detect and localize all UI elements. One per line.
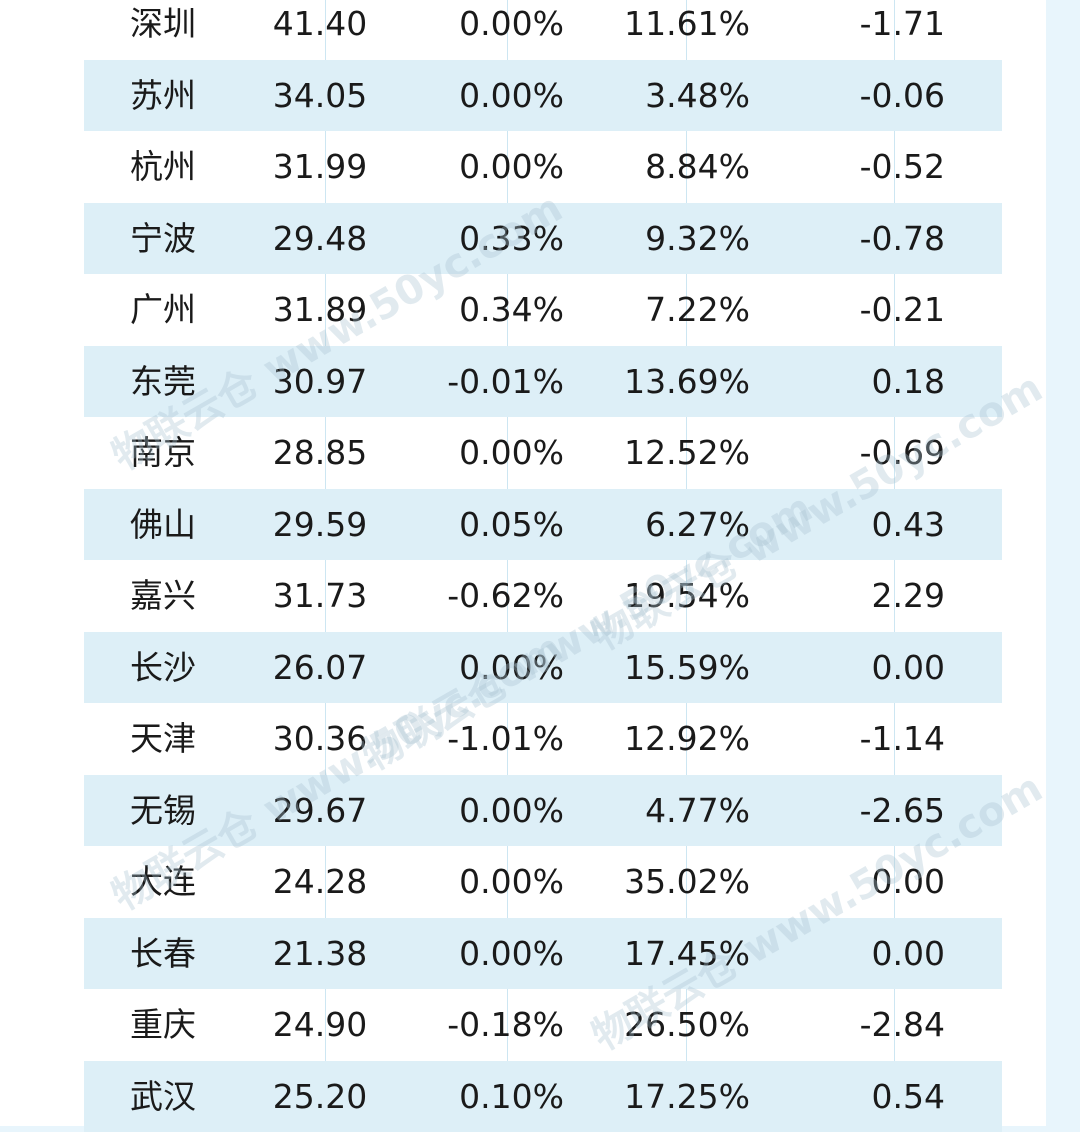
delta-cell: -0.78	[784, 203, 945, 275]
delta-cell: -0.69	[784, 417, 945, 489]
city-cell: 大连	[130, 846, 240, 918]
city-cell: 长春	[130, 918, 240, 990]
delta-cell: -0.21	[784, 274, 945, 346]
delta-cell: 0.00	[784, 918, 945, 990]
change-cell: 0.00%	[384, 417, 564, 489]
change-cell: 0.05%	[384, 489, 564, 561]
city-cell: 武汉	[130, 1061, 240, 1132]
value-cell: 34.05	[240, 60, 400, 132]
value-cell: 25.20	[240, 1061, 400, 1132]
delta-cell: 2.29	[784, 560, 945, 632]
delta-cell: 0.54	[784, 1061, 945, 1132]
delta-cell: 0.43	[784, 489, 945, 561]
city-cell: 苏州	[130, 60, 240, 132]
delta-cell: -1.14	[784, 703, 945, 775]
value-cell: 41.40	[240, 0, 400, 60]
city-cell: 无锡	[130, 775, 240, 847]
value-cell: 31.89	[240, 274, 400, 346]
change-cell: -0.62%	[384, 560, 564, 632]
city-cell: 东莞	[130, 346, 240, 418]
value-cell: 28.85	[240, 417, 400, 489]
delta-cell: -0.06	[784, 60, 945, 132]
value-cell: 21.38	[240, 918, 400, 990]
value-cell: 29.67	[240, 775, 400, 847]
value-cell: 24.28	[240, 846, 400, 918]
value-cell: 31.73	[240, 560, 400, 632]
city-cell: 宁波	[130, 203, 240, 275]
vacancy-cell: 12.52%	[564, 417, 750, 489]
value-cell: 30.36	[240, 703, 400, 775]
vacancy-cell: 12.92%	[564, 703, 750, 775]
city-cell: 广州	[130, 274, 240, 346]
delta-cell: -0.52	[784, 131, 945, 203]
change-cell: 0.00%	[384, 632, 564, 704]
change-cell: 0.00%	[384, 918, 564, 990]
vacancy-cell: 15.59%	[564, 632, 750, 704]
delta-cell: 0.18	[784, 346, 945, 418]
change-cell: 0.00%	[384, 0, 564, 60]
vacancy-cell: 4.77%	[564, 775, 750, 847]
city-cell: 重庆	[130, 989, 240, 1061]
vacancy-cell: 7.22%	[564, 274, 750, 346]
vacancy-cell: 11.61%	[564, 0, 750, 60]
value-cell: 31.99	[240, 131, 400, 203]
vacancy-cell: 35.02%	[564, 846, 750, 918]
vacancy-cell: 17.45%	[564, 918, 750, 990]
vacancy-cell: 9.32%	[564, 203, 750, 275]
change-cell: -0.01%	[384, 346, 564, 418]
vacancy-cell: 13.69%	[564, 346, 750, 418]
change-cell: 0.33%	[384, 203, 564, 275]
delta-cell: 0.00	[784, 846, 945, 918]
change-cell: 0.00%	[384, 60, 564, 132]
value-cell: 29.59	[240, 489, 400, 561]
vacancy-cell: 17.25%	[564, 1061, 750, 1132]
value-cell: 26.07	[240, 632, 400, 704]
city-cell: 嘉兴	[130, 560, 240, 632]
change-cell: 0.00%	[384, 846, 564, 918]
city-cell: 南京	[130, 417, 240, 489]
value-cell: 24.90	[240, 989, 400, 1061]
vacancy-cell: 19.54%	[564, 560, 750, 632]
delta-cell: -2.65	[784, 775, 945, 847]
delta-cell: -1.71	[784, 0, 945, 60]
value-cell: 30.97	[240, 346, 400, 418]
change-cell: 0.10%	[384, 1061, 564, 1132]
city-cell: 深圳	[130, 0, 240, 60]
delta-cell: 0.00	[784, 632, 945, 704]
delta-cell: -2.84	[784, 989, 945, 1061]
value-cell: 29.48	[240, 203, 400, 275]
change-cell: 0.00%	[384, 775, 564, 847]
change-cell: -0.18%	[384, 989, 564, 1061]
change-cell: 0.34%	[384, 274, 564, 346]
city-cell: 杭州	[130, 131, 240, 203]
change-cell: -1.01%	[384, 703, 564, 775]
vacancy-cell: 26.50%	[564, 989, 750, 1061]
city-cell: 天津	[130, 703, 240, 775]
city-cell: 长沙	[130, 632, 240, 704]
vacancy-cell: 6.27%	[564, 489, 750, 561]
change-cell: 0.00%	[384, 131, 564, 203]
city-cell: 佛山	[130, 489, 240, 561]
vacancy-cell: 3.48%	[564, 60, 750, 132]
vacancy-cell: 8.84%	[564, 131, 750, 203]
